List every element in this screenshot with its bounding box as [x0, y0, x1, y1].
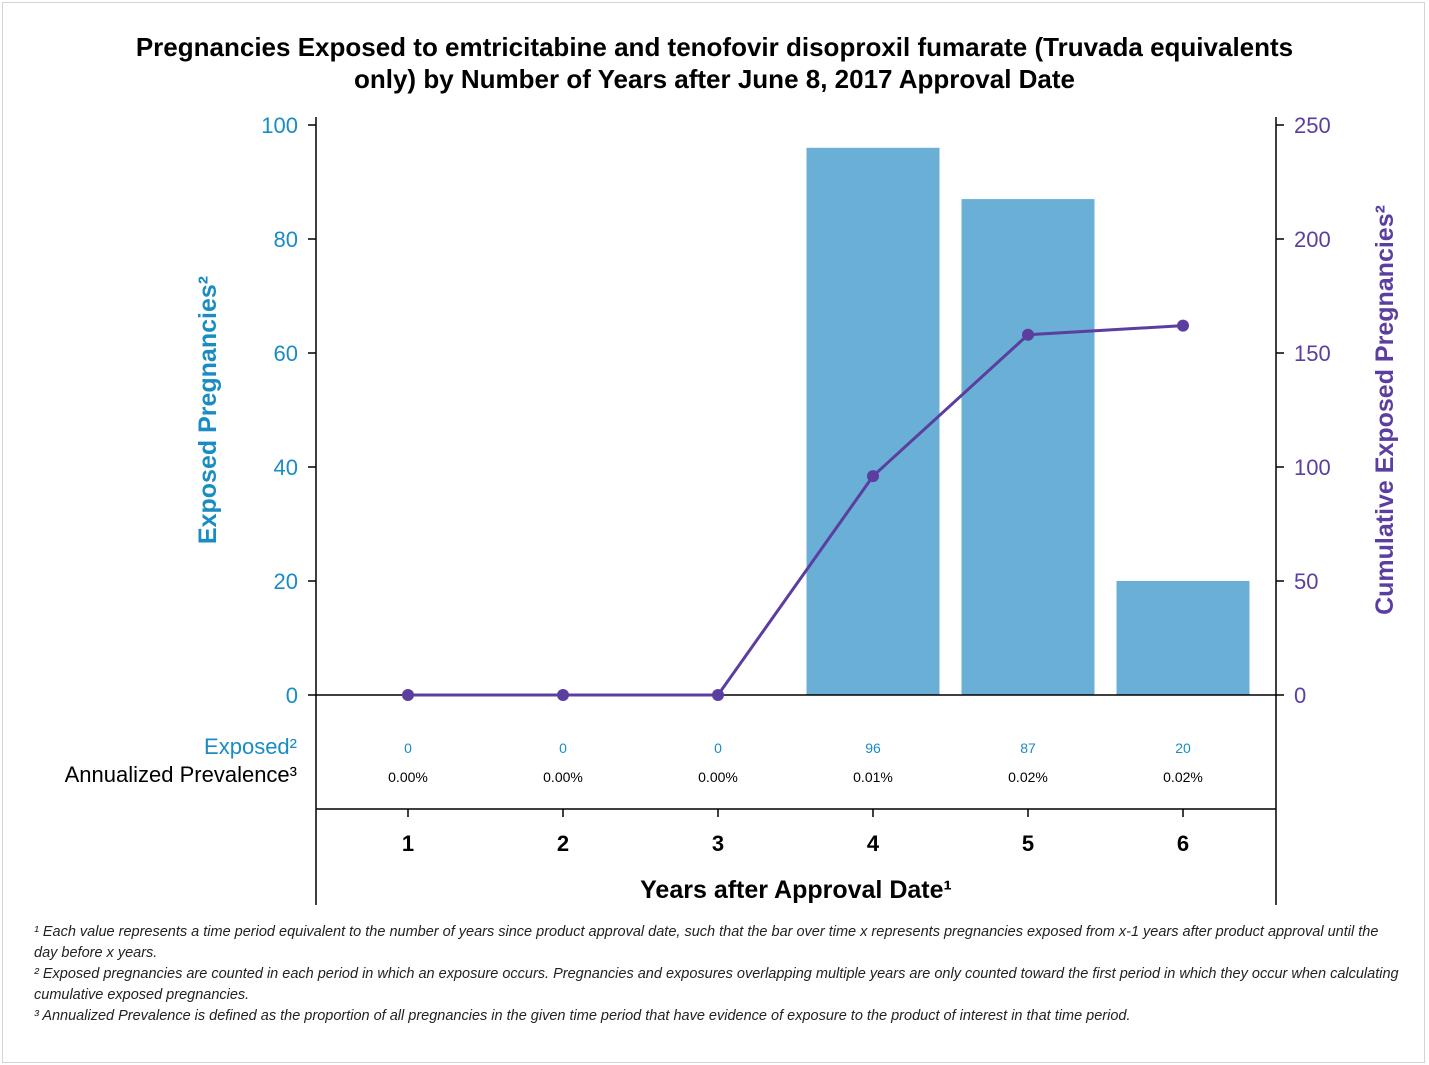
right-tick-label: 50 [1294, 569, 1318, 594]
x-tick-label: 6 [1177, 831, 1189, 856]
cumulative-point-year-2 [557, 689, 569, 701]
table-cell: 0.02% [1008, 769, 1048, 785]
cumulative-point-year-6 [1177, 319, 1189, 332]
table-cell: 0 [714, 740, 722, 756]
right-axis-title: Cumulative Exposed Pregnancies² [1371, 205, 1399, 615]
cumulative-point-year-5 [1022, 328, 1034, 341]
right-tick-label: 0 [1294, 683, 1306, 708]
chart-title-line-1: Pregnancies Exposed to emtricitabine and… [135, 32, 1294, 62]
chart-title-line-2: only) by Number of Years after June 8, 2… [353, 64, 1076, 94]
left-tick-label: 80 [274, 227, 298, 252]
left-axis-title: Exposed Pregnancies² [194, 276, 222, 544]
right-tick-label: 150 [1294, 341, 1331, 366]
right-tick-label: 250 [1294, 113, 1331, 138]
table-cell: 0.00% [698, 769, 738, 785]
x-tick-label: 3 [712, 831, 724, 856]
x-tick-label: 4 [867, 831, 880, 856]
table-cell: 0 [404, 740, 412, 756]
left-tick-label: 40 [274, 455, 298, 480]
table-row-label: Annualized Prevalence³ [65, 762, 297, 787]
bar-year-5 [961, 199, 1095, 695]
left-tick-label: 0 [286, 683, 298, 708]
bar-year-6 [1116, 581, 1250, 695]
footnotes: ¹ Each value represents a time period eq… [34, 922, 1404, 1027]
left-tick-label: 20 [274, 569, 298, 594]
x-axis-title: Years after Approval Date¹ [640, 876, 952, 904]
cumulative-line [408, 324, 1184, 697]
table-cell: 87 [1020, 740, 1036, 756]
x-tick-label: 2 [557, 831, 569, 856]
footnote-1: ¹ Each value represents a time period eq… [34, 924, 1379, 961]
table-row-label: Exposed² [204, 734, 297, 759]
cumulative-point-year-4 [867, 470, 879, 483]
table-cell: 20 [1175, 740, 1191, 756]
table-cell: 0 [559, 740, 567, 756]
x-tick-label: 5 [1022, 831, 1034, 856]
table-cell: 0.01% [853, 769, 893, 785]
left-tick-label: 60 [274, 341, 298, 366]
table-cell: 0.00% [543, 769, 583, 785]
table-cell: 0.00% [388, 769, 428, 785]
right-tick-label: 100 [1294, 455, 1331, 480]
bar-year-4 [806, 147, 940, 696]
footnote-2: ² Exposed pregnancies are counted in eac… [34, 966, 1399, 1003]
left-tick-label: 100 [261, 113, 298, 138]
cumulative-point-year-3 [712, 689, 724, 701]
x-tick-label: 1 [402, 831, 414, 856]
cumulative-point-year-1 [402, 689, 414, 701]
table-cell: 0.02% [1163, 769, 1203, 785]
right-tick-label: 200 [1294, 227, 1331, 252]
table-cell: 96 [865, 740, 881, 756]
footnote-3: ³ Annualized Prevalence is defined as th… [34, 1008, 1131, 1024]
